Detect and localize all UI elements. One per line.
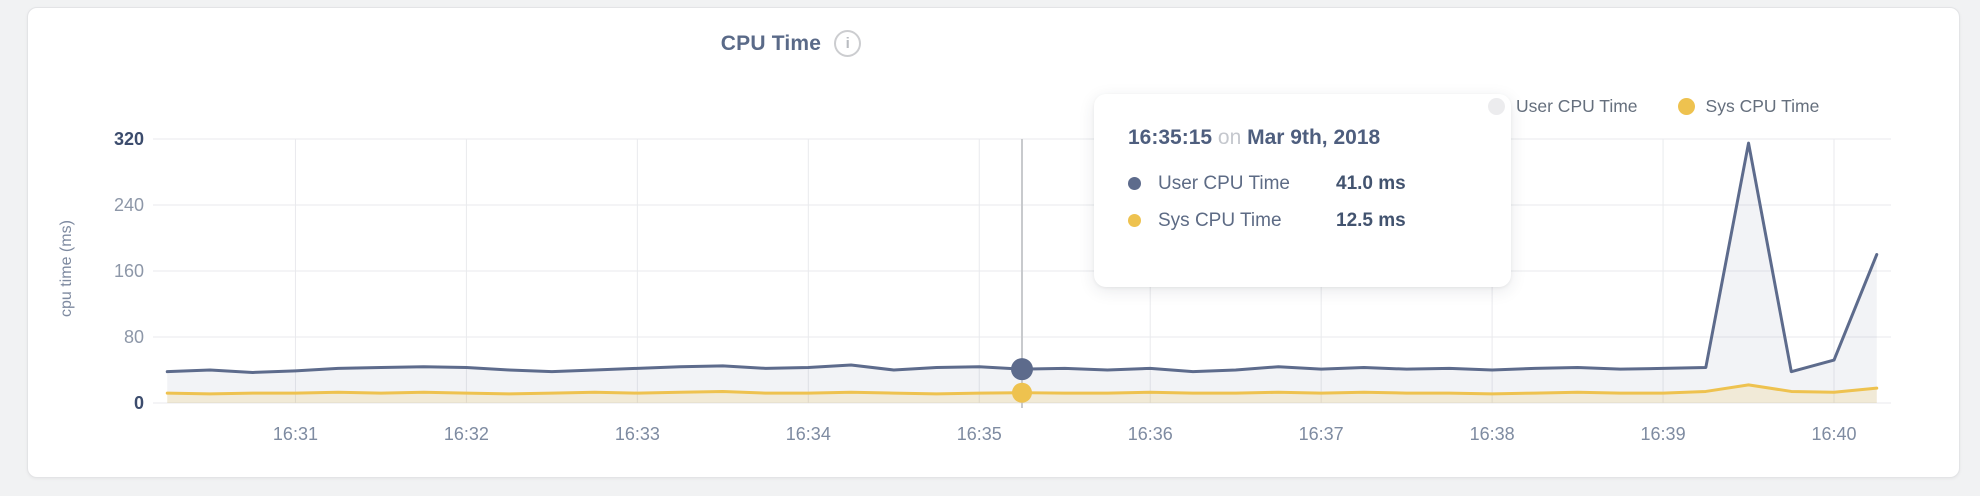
- user-series-area: [167, 143, 1877, 403]
- tooltip-user-value: 41.0 ms: [1336, 172, 1406, 194]
- y-tick-label: 80: [124, 327, 144, 347]
- tooltip-row-user: User CPU Time 41.0 ms: [1128, 165, 1479, 202]
- tooltip-date: Mar 9th, 2018: [1247, 126, 1381, 149]
- y-tick-label: 160: [114, 261, 144, 281]
- x-tick-label: 16:31: [273, 424, 318, 444]
- x-tick-label: 16:37: [1299, 424, 1344, 444]
- x-tick-label: 16:33: [615, 424, 660, 444]
- legend-item-user[interactable]: User CPU Time: [1488, 96, 1638, 117]
- tooltip-title: 16:35:15 on Mar 9th, 2018: [1128, 126, 1479, 150]
- tooltip-user-dot: [1128, 177, 1141, 190]
- y-tick-label: 0: [134, 393, 144, 413]
- info-icon[interactable]: i: [834, 30, 862, 57]
- chart-card: CPU Time i User CPU Time Sys CPU Time cp…: [27, 7, 1960, 478]
- chart-header: CPU Time i: [611, 30, 971, 57]
- x-tick-label: 16:35: [957, 424, 1002, 444]
- tooltip-sys-label: Sys CPU Time: [1158, 209, 1282, 231]
- tooltip-user-label: User CPU Time: [1158, 172, 1290, 194]
- y-tick-label: 240: [114, 195, 144, 215]
- legend-label-user: User CPU Time: [1516, 96, 1638, 116]
- x-tick-label: 16:32: [444, 424, 489, 444]
- x-tick-label: 16:40: [1811, 424, 1856, 444]
- highlight-dot-sys[interactable]: [1012, 382, 1032, 403]
- x-tick-label: 16:36: [1128, 424, 1173, 444]
- tooltip-row-sys: Sys CPU Time 12.5 ms: [1128, 202, 1479, 239]
- y-tick-label: 320: [114, 129, 144, 149]
- highlight-dot-user[interactable]: [1011, 358, 1033, 381]
- tooltip-conjunction: on: [1217, 126, 1242, 149]
- user-series-dot: [1488, 98, 1505, 115]
- x-tick-label: 16:39: [1641, 424, 1686, 444]
- chart-title: CPU Time: [720, 31, 822, 55]
- legend-item-sys[interactable]: Sys CPU Time: [1677, 96, 1820, 117]
- x-tick-label: 16:34: [786, 424, 831, 444]
- legend: User CPU Time Sys CPU Time: [1488, 96, 1819, 117]
- sys-series-dot: [1677, 98, 1695, 115]
- tooltip-sys-value: 12.5 ms: [1336, 209, 1406, 231]
- tooltip-time: 16:35:15: [1128, 126, 1213, 149]
- cpu-time-chart[interactable]: 0 80 160 240 320 16:31 16:32 16:33 16:34 16:35 16:…: [28, 8, 1961, 479]
- x-tick-label: 16:38: [1470, 424, 1515, 444]
- chart-tooltip: 16:35:15 on Mar 9th, 2018 User CPU Time …: [1094, 94, 1511, 287]
- legend-label-sys: Sys CPU Time: [1705, 96, 1820, 116]
- tooltip-sys-dot: [1128, 214, 1141, 227]
